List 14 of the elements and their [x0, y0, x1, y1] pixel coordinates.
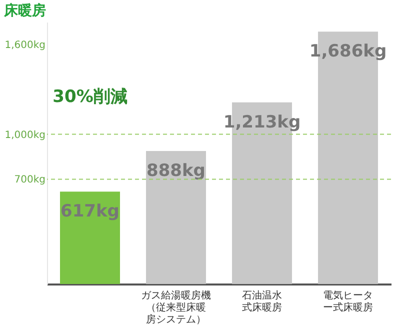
- x-tick-label: 電気ヒーター式床暖房: [323, 290, 373, 314]
- chart-title: 床暖房: [3, 2, 46, 19]
- bar: [146, 151, 206, 284]
- x-tick-label: 石油温水式床暖房: [242, 290, 282, 314]
- y-tick-label: 1,000kg: [4, 130, 46, 141]
- data-label: 1,213kg: [223, 112, 301, 132]
- y-tick-label: 1,600kg: [4, 40, 46, 51]
- y-tick-label: 700kg: [14, 174, 46, 186]
- data-label: 888kg: [146, 161, 206, 182]
- annotation: 30%削減: [52, 87, 128, 107]
- x-tick-label: ガス給湯暖房機（従来型床暖房システム）: [141, 290, 211, 326]
- data-label: 617kg: [60, 202, 120, 222]
- bar: [60, 192, 120, 284]
- data-label: 1,686kg: [309, 42, 387, 62]
